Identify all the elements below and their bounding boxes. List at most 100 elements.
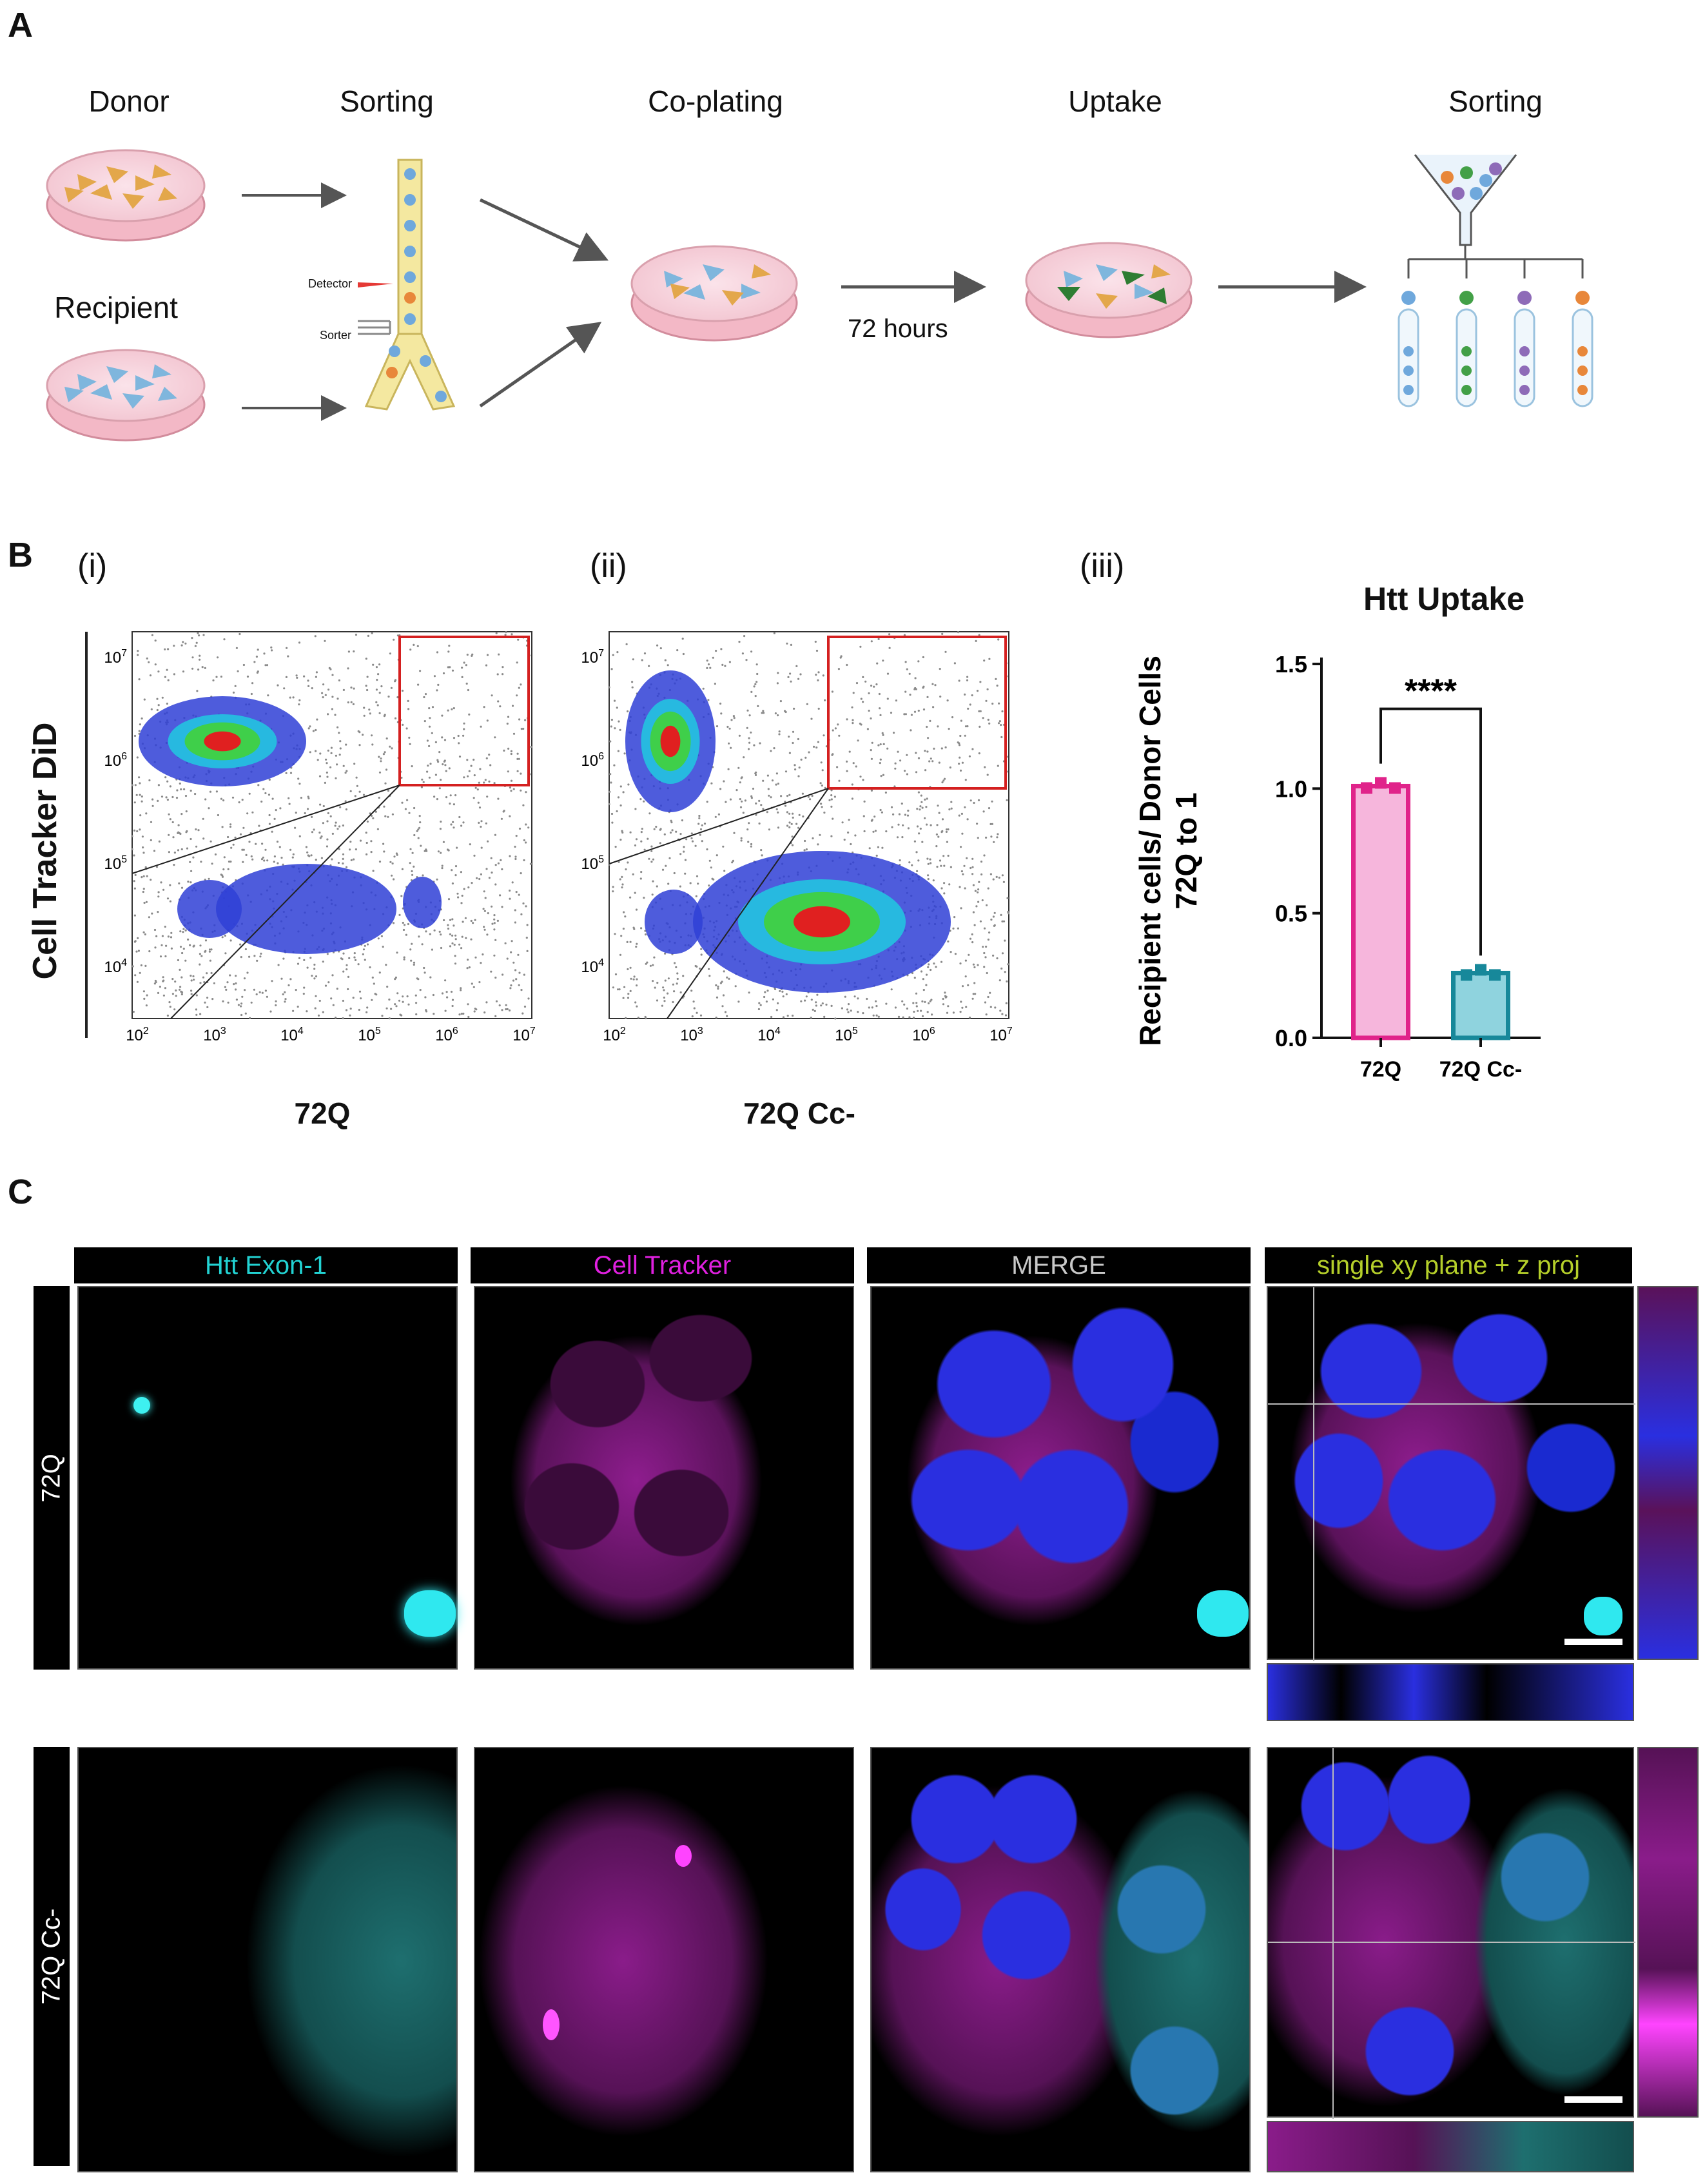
step-donor-label: Donor [88,84,170,118]
image-72q-xyplane [1267,1286,1635,1661]
data-point [1361,782,1372,794]
bar-chart-ylabel: Recipient cells/ Donor Cells72Q to 1 [1133,656,1203,1046]
uptake-dish-icon [1025,242,1193,338]
row-label-72q-cc: 72Q Cc- [34,1747,70,2166]
flow2-xlabel: 72Q Cc- [743,1097,855,1130]
bar [1351,783,1410,1040]
step-coplating-label: Co-plating [648,84,783,118]
image-72q-zproj-side [1637,1286,1699,1660]
x-tick-label: 107 [512,1026,536,1044]
flow-frame [132,631,532,1019]
subpanel-iii-label: (iii) [1080,547,1125,585]
gate-box [827,636,1007,790]
recipient-dish-icon [46,349,206,442]
significance-label: **** [1405,673,1457,710]
y-tick-label: 104 [104,957,127,976]
x-tick-label: 103 [203,1026,226,1044]
x-tick-label: 105 [358,1026,381,1044]
y-tick-label: 106 [581,751,604,770]
y-tick-label: 107 [581,648,604,667]
workflow-diagram [46,149,1593,442]
data-point [1489,969,1501,981]
y-tick-label: 1.0 [1275,775,1307,802]
flow1-xlabel: 72Q [294,1097,351,1130]
subpanel-i-label: (i) [77,547,108,585]
density-peak [794,906,850,938]
density-cluster [216,864,396,954]
x-tick-label: 102 [603,1026,626,1044]
image-72q-htt [77,1286,458,1670]
bar-chart-title: Htt Uptake [1363,581,1525,617]
scale-bar-2 [1564,2096,1622,2103]
coplating-dish-icon [630,245,798,342]
sorter-label: Sorter [320,329,352,342]
y-tick-label: 0.5 [1275,901,1307,927]
flow-plot-72q-cc: 107 106 105 104 102 103 104 105 106 107 [581,631,1013,1044]
step-sorting2-label: Sorting [1448,84,1543,118]
donor-dish-icon [46,149,206,242]
density-peak [204,731,241,752]
panel-c-label: C [8,1173,33,1211]
image-72qcc-zproj-side [1637,1747,1699,2118]
gate-line [667,788,829,1019]
image-72q-merge [870,1286,1251,1670]
gate-line [132,785,400,874]
density-peak [660,725,681,757]
image-72qcc-zproj-bottom [1267,2121,1634,2172]
y-tick-label: 1.5 [1275,651,1307,678]
panel-b-label: B [8,536,33,574]
y-tick-label: 105 [104,854,127,873]
data-point [1389,782,1401,794]
gate-line [170,785,400,1019]
significance-bracket [1379,707,1482,956]
flow-plot-72q: 107 106 105 104 102 103 104 105 106 107 [104,631,536,1044]
x-tick-label: 104 [280,1026,304,1044]
image-72q-zproj-bottom [1267,1663,1634,1721]
subpanel-ii-label: (ii) [590,547,627,585]
header-merge: MERGE [867,1247,1251,1283]
flow-events [131,631,532,1020]
y-tick-label: 106 [104,751,127,770]
gate-box [398,636,530,786]
y-tick-label: 104 [581,957,604,976]
x-tick-label: 107 [989,1026,1013,1044]
y-tick-label: 105 [581,854,604,873]
x-tick-label: 72Q Cc- [1439,1057,1523,1082]
scale-bar [1564,1639,1622,1645]
header-cell-tracker: Cell Tracker [471,1247,854,1283]
data-point [1461,969,1472,981]
flow-ylabel: Cell Tracker DiD [26,722,64,980]
header-htt-exon1: Htt Exon-1 [74,1247,458,1283]
image-72qcc-xyplane [1267,1747,1635,2119]
y-tick-label: 0.0 [1275,1025,1307,1051]
bar-chart: Recipient cells/ Donor Cells72Q to 1 0.0 0… [1133,651,1541,1082]
flow-ylabel-rule [85,632,88,1038]
density-cluster [177,880,242,938]
x-tick-label: 105 [835,1026,858,1044]
data-point [1475,964,1486,976]
gate-line [609,788,829,864]
x-tick-label: 104 [757,1026,781,1044]
header-xy-plane: single xy plane + z proj [1265,1247,1632,1283]
image-72qcc-merge [870,1747,1251,2172]
cell-sorter-icon [358,159,456,411]
x-tick-label: 106 [912,1026,935,1044]
step-uptake-label: Uptake [1068,84,1162,118]
bar [1451,970,1510,1040]
data-point [1375,777,1387,789]
detector-label: Detector [308,277,353,290]
x-tick-label: 106 [435,1026,458,1044]
image-72qcc-celltracker [474,1747,854,2172]
density-cluster [645,890,703,954]
density-cluster [403,877,442,928]
y-tick-label: 107 [104,648,127,667]
sorting-tubes-icon [1398,154,1593,407]
flow-events [608,631,1010,1020]
image-72qcc-htt [77,1747,458,2172]
image-72q-celltracker [474,1286,854,1670]
row-label-72q: 72Q [34,1286,70,1670]
step-recipient-label: Recipient [54,291,178,324]
step-sorting-label: Sorting [340,84,434,118]
x-tick-label: 103 [680,1026,703,1044]
panel-a-label: A [8,6,33,44]
